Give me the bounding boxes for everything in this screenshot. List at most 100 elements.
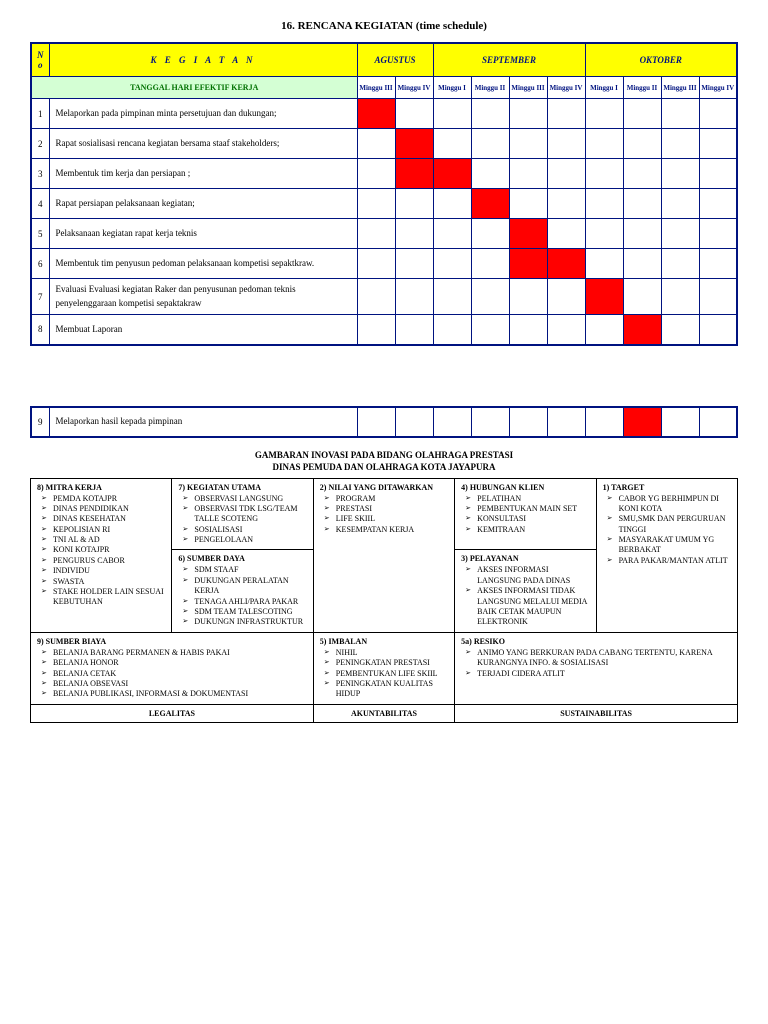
gantt-cell	[661, 279, 699, 315]
canvas-item: ANIMO YANG BERKURAN PADA CABANG TERTENTU…	[469, 648, 731, 669]
hdr-kegiatan: K E G I A T A N	[49, 43, 357, 77]
canvas-item: MASYARAKAT UMUM YG BERBAKAT	[611, 535, 731, 556]
canvas-item: SWASTA	[45, 577, 165, 587]
gantt-cell	[471, 249, 509, 279]
gantt-cell	[547, 129, 585, 159]
gantt-cell	[661, 315, 699, 345]
gantt-cell	[661, 407, 699, 437]
gantt-cell	[509, 159, 547, 189]
schedule-row: 1Melaporkan pada pimpinan minta persetuj…	[31, 99, 737, 129]
box-7: 7) KEGIATAN UTAMA OBSERVASI LANGSUNGOBSE…	[172, 478, 313, 550]
canvas-item: NIHIL	[328, 648, 448, 658]
gantt-cell	[509, 189, 547, 219]
canvas-item: SOSIALISASI	[186, 525, 306, 535]
gantt-cell	[471, 99, 509, 129]
schedule-table: N o K E G I A T A N AGUSTUS SEPTEMBER OK…	[30, 42, 738, 346]
canvas-item: DINAS KESEHATAN	[45, 514, 165, 524]
box-2: 2) NILAI YANG DITAWARKAN PROGRAMPRESTASI…	[313, 478, 454, 632]
schedule-extra: 9Melaporkan hasil kepada pimpinan	[30, 406, 738, 438]
canvas-item: LIFE SKIIL	[328, 514, 448, 524]
gantt-cell	[433, 129, 471, 159]
schedule-row: 2Rapat sosialisasi rencana kegiatan bers…	[31, 129, 737, 159]
canvas-item: KONSULTASI	[469, 514, 589, 524]
gantt-cell	[357, 129, 395, 159]
gantt-cell	[395, 219, 433, 249]
gantt-cell	[471, 189, 509, 219]
gantt-cell	[699, 249, 737, 279]
gantt-cell	[357, 315, 395, 345]
gantt-cell	[699, 99, 737, 129]
gantt-cell	[395, 315, 433, 345]
gantt-cell	[357, 159, 395, 189]
gantt-cell	[661, 129, 699, 159]
gantt-cell	[699, 189, 737, 219]
canvas-item: KEPOLISIAN RI	[45, 525, 165, 535]
gantt-cell	[585, 249, 623, 279]
canvas-item: AKSES INFORMASI TIDAK LANGSUNG MELALUI M…	[469, 586, 589, 628]
gantt-cell	[509, 219, 547, 249]
gantt-cell	[547, 249, 585, 279]
gantt-cell	[433, 159, 471, 189]
gantt-cell	[395, 129, 433, 159]
bottom-legalitas: LEGALITAS	[31, 704, 314, 722]
canvas-title-2: DINAS PEMUDA DAN OLAHRAGA KOTA JAYAPURA	[30, 462, 738, 472]
schedule-row: 4Rapat persiapan pelaksanaan kegiatan;	[31, 189, 737, 219]
schedule-row: 6Membentuk tim penyusun pedoman pelaksan…	[31, 249, 737, 279]
gantt-cell	[585, 129, 623, 159]
gantt-cell	[585, 315, 623, 345]
gantt-cell	[357, 219, 395, 249]
canvas-item: PENGELOLAAN	[186, 535, 306, 545]
gantt-cell	[547, 189, 585, 219]
canvas-title-1: GAMBARAN INOVASI PADA BIDANG OLAHRAGA PR…	[30, 450, 738, 460]
gantt-cell	[699, 279, 737, 315]
canvas-item: STAKE HOLDER LAIN SESUAI KEBUTUHAN	[45, 587, 165, 608]
gantt-cell	[585, 159, 623, 189]
canvas-item: KONI KOTAJPR	[45, 545, 165, 555]
week-1: Minggu IV	[395, 77, 433, 99]
canvas-item: OBSERVASI TDK LSG/TEAM TALLE SCOTENG	[186, 504, 306, 525]
hdr-month-1: SEPTEMBER	[433, 43, 585, 77]
canvas-item: BELANJA HONOR	[45, 658, 307, 668]
gantt-cell	[471, 219, 509, 249]
gantt-cell	[623, 189, 661, 219]
canvas-item: CABOR YG BERHIMPUN DI KONI KOTA	[611, 494, 731, 515]
schedule-row: 5Pelaksanaan kegiatan rapat kerja teknis	[31, 219, 737, 249]
gantt-cell	[661, 99, 699, 129]
gantt-cell	[547, 315, 585, 345]
gantt-cell	[547, 219, 585, 249]
gantt-cell	[471, 159, 509, 189]
gantt-cell	[395, 189, 433, 219]
gantt-cell	[433, 99, 471, 129]
gantt-cell	[585, 279, 623, 315]
page-title: 16. RENCANA KEGIATAN (time schedule)	[30, 20, 738, 32]
canvas-item: OBSERVASI LANGSUNG	[186, 494, 306, 504]
canvas-item: KESEMPATAN KERJA	[328, 525, 448, 535]
gantt-cell	[357, 249, 395, 279]
canvas-item: PEMBENTUKAN LIFE SKIIL	[328, 669, 448, 679]
box-8: 8) MITRA KERJA PEMDA KOTAJPRDINAS PENDID…	[31, 478, 172, 632]
schedule-row: 3Membentuk tim kerja dan persiapan ;	[31, 159, 737, 189]
box-1: 1) TARGET CABOR YG BERHIMPUN DI KONI KOT…	[596, 478, 737, 632]
gantt-cell	[585, 189, 623, 219]
box-5: 5) IMBALAN NIHILPENINGKATAN PRESTASIPEMB…	[313, 632, 454, 704]
box-9: 9) SUMBER BIAYA BELANJA BARANG PERMANEN …	[31, 632, 314, 704]
canvas-item: SDM TEAM TALESCOTING	[186, 607, 306, 617]
gantt-cell	[433, 407, 471, 437]
gantt-cell	[661, 219, 699, 249]
canvas-item: TNI AL & AD	[45, 535, 165, 545]
canvas-item: BELANJA CETAK	[45, 669, 307, 679]
gantt-cell	[357, 407, 395, 437]
week-2: Minggu I	[433, 77, 471, 99]
gantt-cell	[395, 279, 433, 315]
canvas-item: BELANJA PUBLIKASI, INFORMASI & DOKUMENTA…	[45, 689, 307, 699]
gantt-cell	[395, 407, 433, 437]
schedule-row: 9Melaporkan hasil kepada pimpinan	[31, 407, 737, 437]
bottom-sustain: SUSTAINABILITAS	[455, 704, 738, 722]
gantt-cell	[357, 99, 395, 129]
gantt-cell	[433, 279, 471, 315]
gantt-cell	[547, 159, 585, 189]
gantt-cell	[395, 99, 433, 129]
gantt-cell	[585, 407, 623, 437]
gantt-cell	[623, 159, 661, 189]
canvas-item: DUKUNGN INFRASTRUKTUR	[186, 617, 306, 627]
